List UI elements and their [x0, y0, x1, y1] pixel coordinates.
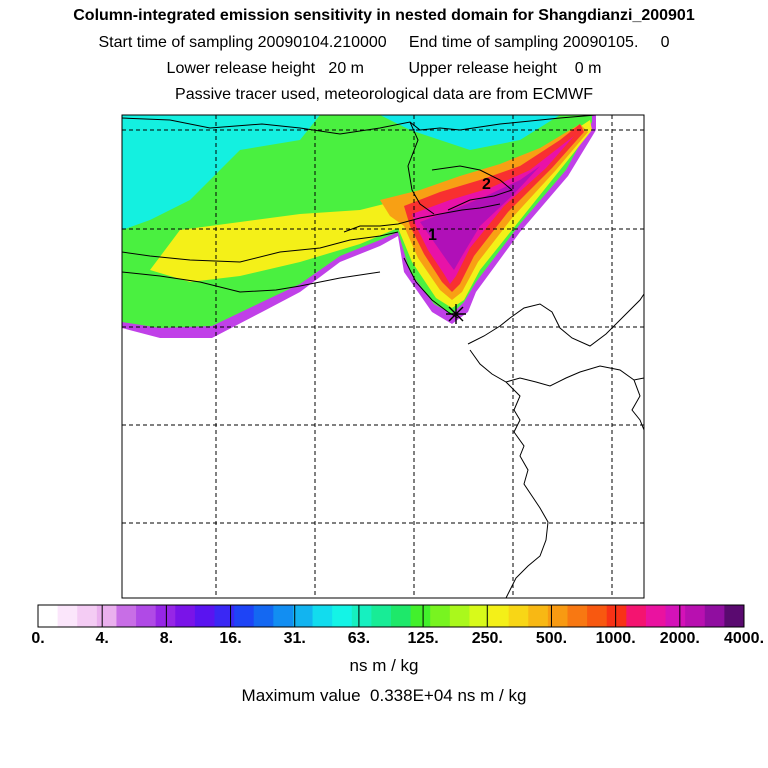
track-label-2: 2 [482, 176, 491, 193]
colorbar-tick-label: 125. [407, 630, 439, 647]
colorbar-tick-label: 500. [535, 630, 568, 647]
colorbar-cells [37, 605, 745, 627]
colorbar-cell [77, 605, 98, 627]
coastline [343, 203, 501, 233]
colorbar-cell [626, 605, 647, 627]
colorbar-cell [528, 605, 549, 627]
colorbar-tick-label: 0. [31, 630, 45, 647]
receptor-asterisk-marker [446, 304, 466, 324]
field-cyan-north [380, 115, 560, 150]
colorbar-cell [449, 605, 470, 627]
colorbar-cell [508, 605, 529, 627]
colorbar-cell [704, 605, 725, 627]
colorbar-cell [57, 605, 78, 627]
sampling-time-line: Start time of sampling 20090104.210000 E… [98, 34, 670, 51]
colorbar-tick-label: 8. [159, 630, 174, 647]
colorbar-cell [351, 605, 372, 627]
border-line [407, 121, 435, 215]
field-yellow [150, 120, 592, 308]
colorbar-tick-label: 31. [283, 630, 306, 647]
colorbar-tick-label: 1000. [595, 630, 636, 647]
colorbar-cell [606, 605, 627, 627]
colorbar-cell [194, 605, 215, 627]
border-line [431, 165, 514, 211]
colorbar-cell [489, 605, 510, 627]
coastline [631, 379, 644, 431]
map-frame [121, 114, 645, 599]
colorbar-cell [371, 605, 392, 627]
colorbar-cell [391, 605, 412, 627]
colorbar-cell [312, 605, 333, 627]
track-label-1: 1 [428, 227, 437, 244]
colorbar-cell [332, 605, 353, 627]
colorbar-cell [38, 605, 59, 627]
colorbar-cell [665, 605, 686, 627]
colorbar-cell [96, 605, 117, 627]
colorbar-cell [587, 605, 608, 627]
colorbar-cell [724, 605, 745, 627]
colorbar-cell [234, 605, 255, 627]
colorbar-cell [214, 605, 235, 627]
colorbar-tick-label: 16. [219, 630, 242, 647]
coastline [469, 349, 644, 387]
colorbar-frame [37, 604, 745, 628]
map-title: Column-integrated emission sensitivity i… [73, 7, 695, 24]
colorbar-cell [136, 605, 157, 627]
field-core [420, 166, 540, 270]
colorbar-cell [175, 605, 196, 627]
field-cyan-west [122, 115, 320, 230]
coastline [505, 381, 549, 598]
colorbar-tick-label: 250. [471, 630, 503, 647]
colorbar-cell [685, 605, 706, 627]
maximum-value-line: Maximum value 0.338E+04 ns m / kg [241, 686, 527, 705]
border-line [122, 115, 597, 135]
colorbar-cell [116, 605, 137, 627]
colorbar-cell [430, 605, 451, 627]
colorbar-cell [645, 605, 667, 627]
colorbar-cell [410, 605, 431, 627]
colorbar [37, 604, 745, 628]
border-line [122, 231, 399, 263]
colorbar-cell [155, 605, 176, 627]
tracer-info-line: Passive tracer used, meteorological data… [175, 86, 593, 103]
colorbar-cell [292, 605, 314, 627]
colorbar-tick-label: 4. [95, 630, 109, 647]
colorbar-tick-label: 4000. [723, 630, 765, 647]
colorbar-cell [253, 605, 274, 627]
coastline [467, 293, 644, 347]
colorbar-tick-label: 63. [347, 630, 371, 647]
colorbar-cell [567, 605, 588, 627]
colorbar-tick-label: 2000. [659, 630, 700, 647]
colorbar-cell [273, 605, 294, 627]
border-line [122, 271, 381, 293]
colorbar-cell [547, 605, 568, 627]
graticule [122, 115, 644, 598]
colorbar-cell [469, 605, 490, 627]
colorbar-units: ns m / kg [349, 656, 419, 675]
release-height-line: Lower release height 20 m Upper release … [166, 60, 602, 77]
